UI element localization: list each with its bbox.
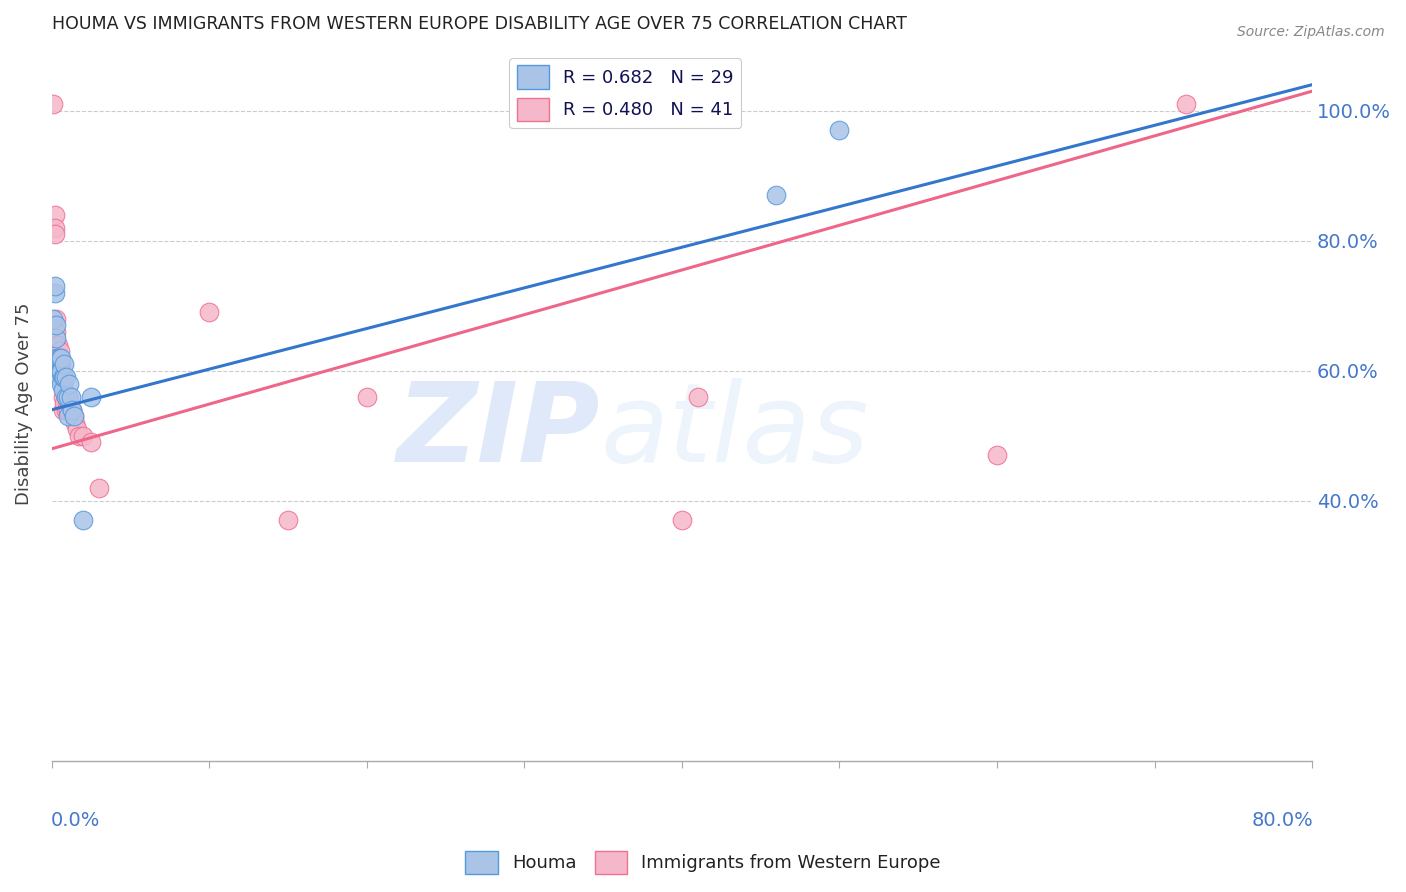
Point [56, 390, 79, 404]
Point [53, 384, 76, 398]
Point [44, 227, 66, 242]
Point [55, 370, 77, 384]
Point [45, 318, 67, 333]
Point [51, 351, 73, 365]
Point [60, 402, 83, 417]
Point [48, 357, 70, 371]
Point [55, 402, 77, 417]
Text: 0.0%: 0.0% [51, 811, 100, 830]
Point [44, 208, 66, 222]
Point [51, 370, 73, 384]
Point [45, 351, 67, 365]
Point [45, 351, 67, 365]
Point [59, 402, 82, 417]
Point [828, 123, 851, 137]
Point [66, 422, 89, 436]
Text: Source: ZipAtlas.com: Source: ZipAtlas.com [1237, 25, 1385, 39]
Point [51, 364, 73, 378]
Point [67, 429, 90, 443]
Point [45, 337, 67, 351]
Point [42, 97, 65, 112]
Text: HOUMA VS IMMIGRANTS FROM WESTERN EUROPE DISABILITY AGE OVER 75 CORRELATION CHART: HOUMA VS IMMIGRANTS FROM WESTERN EUROPE … [52, 15, 907, 33]
Point [44, 279, 66, 293]
Point [46, 351, 69, 365]
Point [62, 409, 84, 424]
Point [52, 384, 75, 398]
Point [58, 376, 80, 391]
Point [62, 409, 84, 424]
Point [52, 376, 75, 391]
Point [60, 402, 83, 417]
Text: ZIP: ZIP [396, 378, 600, 485]
Point [80, 435, 103, 450]
Point [48, 351, 70, 365]
Legend: R = 0.682   N = 29, R = 0.480   N = 41: R = 0.682 N = 29, R = 0.480 N = 41 [509, 58, 741, 128]
Point [46, 370, 69, 384]
Point [65, 416, 87, 430]
Point [52, 390, 75, 404]
Point [46, 351, 69, 365]
Point [46, 337, 69, 351]
Point [56, 402, 79, 417]
Point [45, 311, 67, 326]
Point [42, 311, 65, 326]
Point [72, 513, 94, 527]
Point [48, 344, 70, 359]
Y-axis label: Disability Age Over 75: Disability Age Over 75 [15, 302, 32, 505]
Point [686, 390, 709, 404]
Point [48, 351, 70, 365]
Point [52, 402, 75, 417]
Point [72, 429, 94, 443]
Point [55, 390, 77, 404]
Text: 80.0%: 80.0% [1251, 811, 1313, 830]
Point [1175, 97, 1198, 112]
Point [56, 390, 79, 404]
Point [198, 305, 221, 319]
Point [51, 357, 73, 371]
Point [53, 370, 76, 384]
Point [45, 331, 67, 345]
Point [48, 364, 70, 378]
Point [45, 325, 67, 339]
Point [986, 448, 1008, 462]
Point [277, 513, 299, 527]
Legend: Houma, Immigrants from Western Europe: Houma, Immigrants from Western Europe [458, 844, 948, 881]
Point [58, 396, 80, 410]
Text: atlas: atlas [600, 378, 869, 485]
Point [671, 513, 693, 527]
Point [52, 370, 75, 384]
Point [53, 357, 76, 371]
Point [80, 390, 103, 404]
Point [44, 285, 66, 300]
Point [53, 396, 76, 410]
Point [356, 390, 378, 404]
Point [56, 409, 79, 424]
Point [51, 376, 73, 391]
Point [765, 188, 787, 202]
Point [59, 390, 82, 404]
Point [55, 390, 77, 404]
Point [87, 481, 110, 495]
Point [44, 220, 66, 235]
